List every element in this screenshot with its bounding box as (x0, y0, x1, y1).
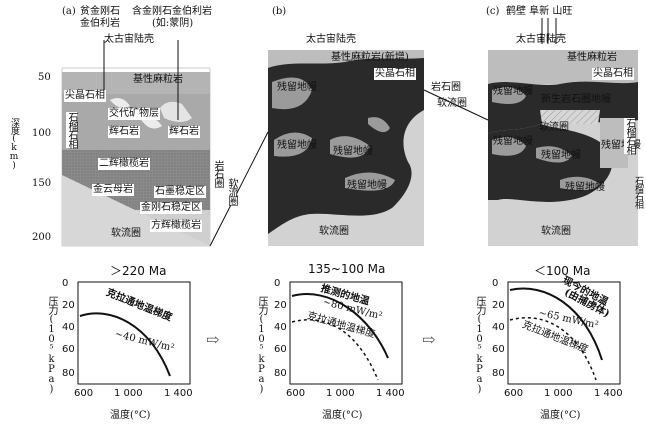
panel-a-harzburgite: 二辉橄榄岩 (98, 158, 150, 170)
panel-a-pyroxenite-2: 辉石岩 (168, 126, 200, 138)
panel-a-craton: 太古宙陆壳 (104, 34, 154, 45)
panel-a-mengyin: (如:蒙阴) (152, 18, 194, 29)
pt-c-x1400: 1 400 (594, 388, 623, 399)
panel-c-age: ＜100 Ma (534, 264, 591, 278)
panel-a-metasomatic: 交代矿物层 (108, 108, 160, 120)
panel-a-age: ＞220 Ma (110, 264, 167, 278)
interface-lithosphere-2: 岩石圈 (431, 82, 461, 93)
pt-c-x600: 600 (504, 388, 524, 399)
pt-a-xlabel: 温度(°C) (110, 410, 151, 421)
interface-lithosphere-1: 岩石圈 (212, 160, 223, 187)
pt-plots (77, 281, 621, 385)
panel-b-residual-3: 残留地幔 (333, 146, 373, 157)
pt-b-y60: 60 (274, 344, 287, 355)
cross-section-diagrams (61, 18, 638, 247)
panel-c-residual-2: 残留地幔 (493, 136, 533, 147)
pt-b-ylabel: 压力(10⁵kPa) (256, 296, 267, 394)
pt-b-y40: 40 (274, 322, 287, 333)
pt-c-y20: 20 (492, 300, 505, 311)
pt-c-ylabel: 压力(10⁵kPa) (474, 296, 485, 394)
panel-b-basement: 基性麻粒岩(新增) (331, 52, 409, 63)
pt-a-x600: 600 (74, 388, 94, 399)
pt-plot-c (507, 281, 621, 385)
panel-b-tag: (b) (272, 6, 287, 17)
panel-a-basement: 基性麻粒岩 (133, 74, 183, 85)
pt-plot-b (289, 281, 403, 385)
pt-b-x600: 600 (286, 388, 306, 399)
panel-b-residual-2: 残留地幔 (277, 140, 317, 151)
panel-c-residual-3: 残留地幔 (541, 150, 581, 161)
panel-a-kimberlite: 金伯利岩 (80, 18, 120, 29)
panel-c-craton: 太古宙陆壳 (516, 34, 566, 45)
pt-a-x1400: 1 400 (164, 388, 193, 399)
pt-b-x1000: 1 000 (326, 388, 355, 399)
panel-c-garnet-side: 石榴石相 (633, 176, 643, 208)
panel-a-tag: (a) (62, 6, 76, 17)
panel-a-pyroxenite-1: 辉石岩 (108, 126, 140, 138)
arrow-ab-icon: ⇨ (206, 330, 220, 349)
panel-c-section (488, 18, 638, 246)
pt-plot-a (77, 281, 191, 385)
panel-c-asthenosphere-2: 软流圈 (541, 226, 571, 237)
panel-b-residual-4: 残留地幔 (347, 180, 387, 191)
panel-a-section (61, 40, 211, 247)
pt-a-y40: 40 (62, 322, 75, 333)
interface-asthenosphere-1: 软流圈 (226, 178, 237, 205)
pt-c-y80: 80 (492, 368, 505, 379)
panel-a-spinel: 尖晶石相 (64, 90, 106, 102)
panel-c-new-lithosphere: 新生岩石圈地幔 (541, 94, 611, 105)
depth-tick-100: 100 (32, 128, 52, 139)
depth-tick-50: 50 (38, 72, 51, 83)
panel-b-craton: 太古宙陆壳 (306, 34, 356, 45)
arrow-bc-icon: ⇨ (422, 330, 436, 349)
pt-b-xlabel: 温度(°C) (322, 410, 363, 421)
pt-a-x1000: 1 000 (114, 388, 143, 399)
panel-c-residual-1: 残留地幔 (493, 86, 533, 97)
connector-line-ab (209, 131, 269, 247)
panel-a-garnet-facies: 石榴石相 (66, 112, 77, 148)
pt-a-y0: 0 (62, 278, 69, 289)
panel-c-tag: (c) (486, 6, 500, 17)
pt-a-y60: 60 (62, 344, 75, 355)
panel-b-asthenosphere: 软流圈 (319, 226, 349, 237)
pt-c-y40: 40 (492, 322, 505, 333)
pt-b-y0: 0 (274, 278, 281, 289)
panel-b-section (268, 50, 424, 246)
panel-c-basement: 基性麻粒岩 (567, 52, 617, 63)
panel-c-residual-4: 残留地幔 (565, 182, 605, 193)
depth-tick-200: 200 (32, 232, 52, 243)
panel-c-residual-5: 残留地幔 (601, 140, 641, 151)
interface-asthenosphere-2: 软流圈 (437, 98, 467, 109)
panel-a-phlogopite: 金云母岩 (92, 184, 134, 196)
pt-a-y20: 20 (62, 300, 75, 311)
pt-c-x1000: 1 000 (544, 388, 573, 399)
pt-a-ylabel: 压力(10⁵kPa) (46, 296, 57, 394)
panel-b-age: 135~100 Ma (308, 262, 386, 276)
panel-c-garnet: 石榴石相 (624, 118, 635, 154)
pt-c-y60: 60 (492, 344, 505, 355)
panel-b-spinel: 尖晶石相 (374, 68, 416, 80)
panel-c-spinel: 尖晶石相 (592, 68, 634, 80)
depth-tick-150: 150 (32, 178, 52, 189)
pt-c-xlabel: 温度(°C) (540, 410, 581, 421)
panel-a-asthenosphere: 软流圈 (111, 228, 141, 239)
pt-b-y20: 20 (274, 300, 287, 311)
panel-b-residual-1: 残留地幔 (277, 82, 317, 93)
panel-c-localities: 鹤壁 阜新 山旺 (506, 6, 573, 17)
pt-b-x1400: 1 400 (376, 388, 405, 399)
depth-axis-title: 深度(km) (9, 118, 19, 170)
pt-c-y0: 0 (492, 278, 499, 289)
panel-a-dunite: 方辉橄榄岩 (150, 220, 202, 232)
panel-c-asthenosphere: 软流圈 (539, 122, 569, 133)
pt-a-y80: 80 (62, 368, 75, 379)
panel-a-diamond-zone: 金刚石稳定区 (140, 202, 202, 214)
panel-a-poor-diamond: 贫金刚石 (80, 6, 120, 17)
panel-a-graphite-zone: 石墨稳定区 (154, 186, 206, 198)
pt-b-y80: 80 (274, 368, 287, 379)
panel-a-diamond-kimberlite: 含金刚石金伯利岩 (132, 6, 212, 17)
connector-line-bc (423, 89, 489, 121)
